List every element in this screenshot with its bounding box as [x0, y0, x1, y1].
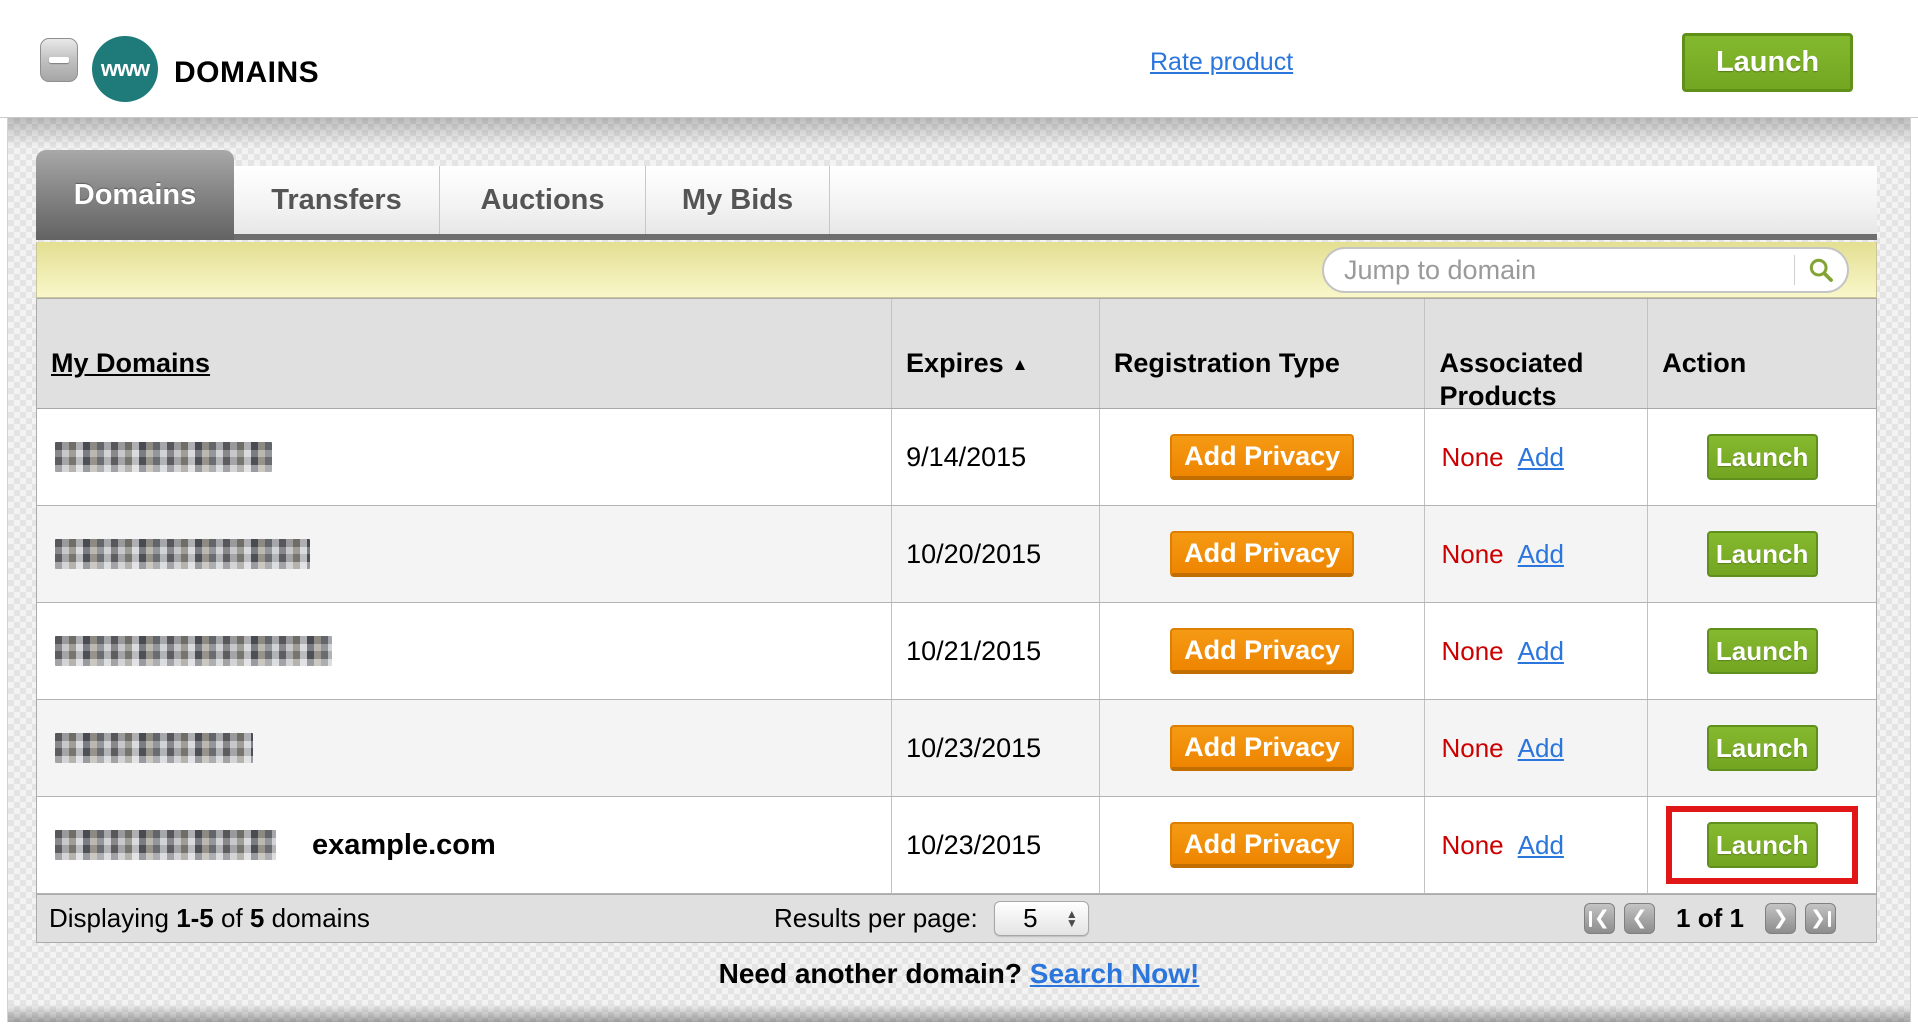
- tab-transfers[interactable]: Transfers: [234, 166, 440, 234]
- search-icon: [1809, 258, 1833, 282]
- rate-product-link[interactable]: Rate product: [1150, 48, 1294, 76]
- add-privacy-button[interactable]: Add Privacy: [1170, 725, 1355, 771]
- expires-cell: 9/14/2015: [891, 409, 1099, 505]
- my-domains-sort-link[interactable]: My Domains: [51, 348, 211, 378]
- first-page-button[interactable]: ❮: [1584, 903, 1615, 934]
- chevron-right-icon: ❯: [1810, 908, 1826, 929]
- displaying-status: Displaying 1-5 of 5 domains: [49, 903, 370, 933]
- add-privacy-button[interactable]: Add Privacy: [1170, 822, 1355, 868]
- results-per-page-value: 5: [1023, 903, 1038, 933]
- step-down-icon: ▼: [1065, 915, 1078, 930]
- logo-text: www: [100, 56, 150, 81]
- row-launch-button[interactable]: Launch: [1706, 725, 1818, 771]
- minus-icon: [49, 57, 69, 63]
- associated-none-value: None: [1441, 829, 1504, 860]
- total-value: 5: [249, 903, 265, 933]
- search-now-link[interactable]: Search Now!: [1029, 958, 1200, 989]
- add-privacy-button[interactable]: Add Privacy: [1170, 628, 1355, 674]
- next-page-button[interactable]: ❯: [1765, 903, 1796, 934]
- range-value: 1-5: [176, 903, 214, 933]
- chevron-left-icon: ❮: [1631, 908, 1648, 929]
- search-input[interactable]: [1324, 254, 1794, 286]
- redacted-domain-name: [55, 636, 332, 666]
- header-launch-button[interactable]: Launch: [1682, 33, 1853, 92]
- add-product-link[interactable]: Add: [1517, 829, 1564, 860]
- need-domain-prompt: Need another domain? Search Now!: [0, 958, 1918, 990]
- results-per-page-label: Results per page:: [774, 903, 978, 933]
- search-button[interactable]: [1795, 249, 1847, 291]
- sort-asc-icon: ▲: [1011, 355, 1029, 374]
- associated-none-value: None: [1441, 635, 1504, 666]
- step-up-icon: ▲: [1065, 906, 1078, 921]
- row-launch-button[interactable]: Launch: [1706, 434, 1818, 480]
- chevron-left-icon: ❮: [1594, 908, 1610, 929]
- prompt-text: Need another domain?: [718, 958, 1022, 989]
- expires-cell: 10/21/2015: [891, 603, 1099, 699]
- expires-cell: 10/23/2015: [891, 700, 1099, 796]
- add-privacy-button[interactable]: Add Privacy: [1170, 434, 1355, 480]
- www-logo-icon: www: [92, 36, 158, 102]
- pagination: ❮ ❮ 1 of 1 ❯ ❯: [1584, 903, 1836, 934]
- associated-none-value: None: [1441, 732, 1504, 763]
- row-launch-button[interactable]: Launch: [1706, 628, 1818, 674]
- table-row-example: example.com 10/23/2015 Add Privacy None …: [37, 797, 1876, 894]
- table-header-row: My Domains Expires ▲ Registration Type As…: [37, 299, 1876, 411]
- last-page-bar-icon: [1827, 910, 1831, 927]
- column-header-expires[interactable]: Expires ▲: [891, 299, 1099, 408]
- results-per-page-group: Results per page: 5 ▲ ▼: [774, 901, 1089, 936]
- redacted-domain-name: [55, 733, 253, 763]
- collapse-button[interactable]: [40, 38, 78, 82]
- red-highlight-annotation: Launch: [1666, 806, 1859, 884]
- table-row: 10/20/2015 Add Privacy None Add Launch: [37, 506, 1876, 603]
- last-page-button[interactable]: ❯: [1805, 903, 1836, 934]
- first-page-bar-icon: [1589, 910, 1593, 927]
- stepper-icon: ▲ ▼: [1065, 906, 1078, 930]
- results-per-page-select[interactable]: 5 ▲ ▼: [993, 901, 1089, 936]
- redacted-domain-name: [55, 539, 310, 569]
- page-status: 1 of 1: [1676, 903, 1744, 933]
- tab-auctions[interactable]: Auctions: [440, 166, 646, 234]
- row-launch-button[interactable]: Launch: [1706, 531, 1818, 577]
- expires-label: Expires: [906, 348, 1004, 378]
- prev-page-button[interactable]: ❮: [1624, 903, 1655, 934]
- table-row: 9/14/2015 Add Privacy None Add Launch: [37, 409, 1876, 506]
- associated-none-value: None: [1441, 441, 1504, 472]
- tab-my-bids[interactable]: My Bids: [646, 166, 830, 234]
- table-row: 10/21/2015 Add Privacy None Add Launch: [37, 603, 1876, 700]
- add-product-link[interactable]: Add: [1517, 441, 1564, 472]
- page-title: DOMAINS: [174, 56, 320, 89]
- row-launch-button-highlighted[interactable]: Launch: [1706, 822, 1818, 868]
- column-header-registration-type: Registration Type: [1098, 299, 1425, 408]
- add-product-link[interactable]: Add: [1517, 732, 1564, 763]
- tab-domains-active[interactable]: Domains: [36, 150, 234, 240]
- app-header: www DOMAINS Rate product Launch: [0, 0, 1918, 118]
- chevron-right-icon: ❯: [1772, 908, 1789, 929]
- example-domain-label: example.com: [312, 828, 496, 861]
- table-row: 10/23/2015 Add Privacy None Add Launch: [37, 700, 1876, 797]
- expires-cell: 10/23/2015: [891, 797, 1099, 893]
- domains-table: My Domains Expires ▲ Registration Type As…: [36, 298, 1877, 943]
- table-footer: Displaying 1-5 of 5 domains Results per …: [37, 894, 1876, 942]
- redacted-domain-name: [55, 830, 276, 860]
- add-product-link[interactable]: Add: [1517, 635, 1564, 666]
- add-privacy-button[interactable]: Add Privacy: [1170, 531, 1355, 577]
- column-header-my-domains: My Domains: [37, 299, 891, 408]
- tab-strip: Transfers Auctions My Bids: [36, 166, 1877, 240]
- add-product-link[interactable]: Add: [1517, 538, 1564, 569]
- associated-none-value: None: [1441, 538, 1504, 569]
- expires-cell: 10/20/2015: [891, 506, 1099, 602]
- redacted-domain-name: [55, 442, 272, 472]
- search-divider: [1794, 255, 1795, 285]
- jump-to-domain-search: [1322, 247, 1849, 293]
- column-header-associated-products: Associated Products: [1424, 299, 1647, 411]
- column-header-action: Action: [1647, 299, 1876, 408]
